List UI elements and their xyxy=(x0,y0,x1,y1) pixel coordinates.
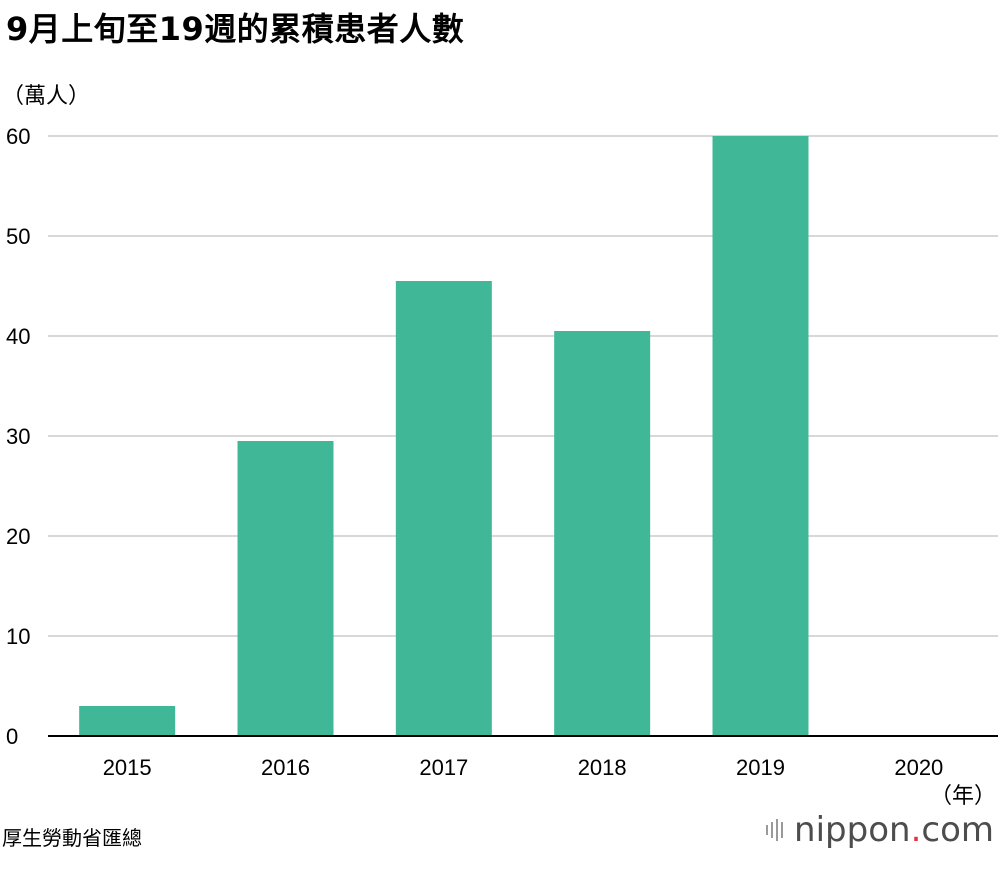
brand-bars-icon xyxy=(766,819,786,841)
y-tick-label: 30 xyxy=(6,424,30,449)
source-note: 厚生勞動省匯總 xyxy=(2,826,142,850)
brand-name: nippon xyxy=(794,810,911,850)
bar xyxy=(395,281,492,736)
y-tick-label: 60 xyxy=(6,124,30,149)
y-tick-label: 20 xyxy=(6,524,30,549)
brand-suffix: com xyxy=(921,810,994,850)
bar xyxy=(554,331,651,736)
y-tick-label: 40 xyxy=(6,324,30,349)
brand-logo: nippon. com xyxy=(766,810,994,850)
chart-title: 9月上旬至19週的累積患者人數 xyxy=(6,10,465,48)
y-tick-label: 50 xyxy=(6,224,30,249)
x-tick-label: 2015 xyxy=(103,755,152,780)
x-tick-label: 2018 xyxy=(578,755,627,780)
y-tick-label: 0 xyxy=(6,724,18,749)
bar xyxy=(79,706,176,736)
brand-dot: . xyxy=(910,810,922,850)
x-tick-label: 2020 xyxy=(894,755,943,780)
x-tick-label: 2016 xyxy=(261,755,310,780)
x-axis-unit-label: （年） xyxy=(929,784,996,809)
x-tick-label: 2017 xyxy=(419,755,468,780)
y-tick-label: 10 xyxy=(6,624,30,649)
bar xyxy=(237,441,334,736)
bar xyxy=(712,136,809,736)
y-axis-unit-label: （萬人） xyxy=(2,84,91,109)
x-tick-label: 2019 xyxy=(736,755,785,780)
